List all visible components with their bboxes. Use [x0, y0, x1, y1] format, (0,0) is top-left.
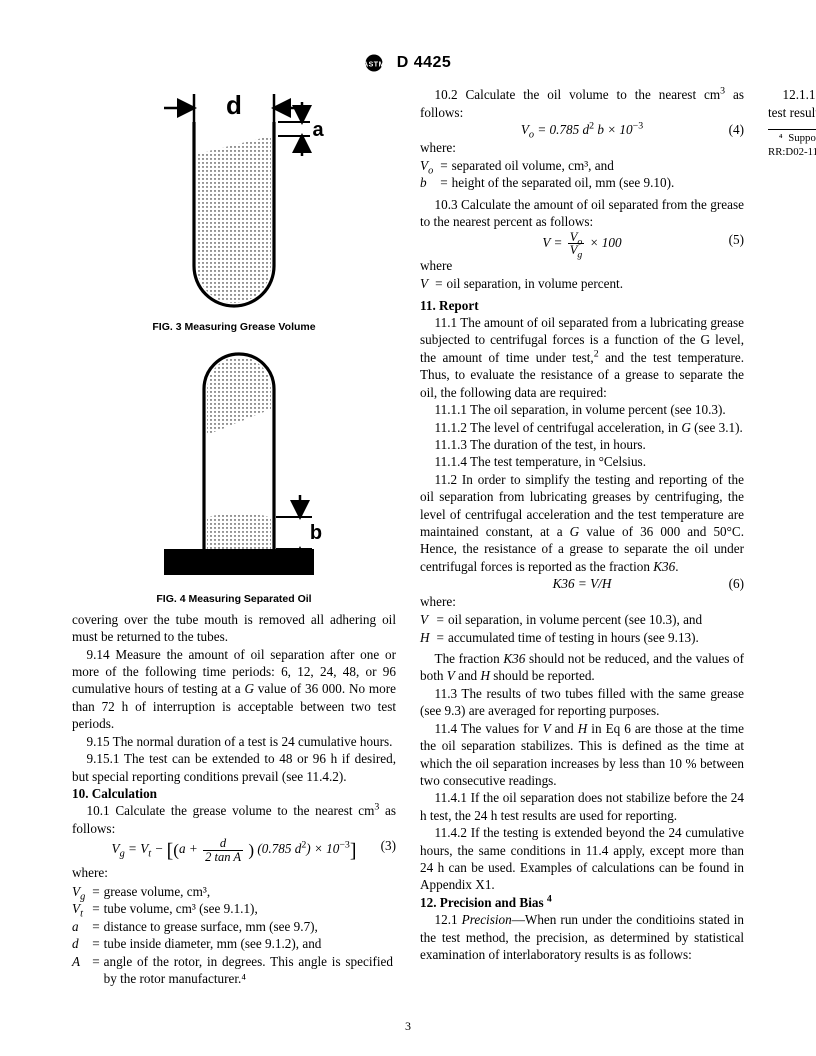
defs-11: V=oil separation, in volume percent (see…	[420, 611, 705, 646]
s11-1-2: 11.1.2 The level of centrifugal accelera…	[420, 419, 744, 436]
equation-5: V = VoVg × 100 (5)	[420, 231, 744, 257]
page-number: 3	[0, 1019, 816, 1034]
s11-1: 11.1 The amount of oil separated from a …	[420, 314, 744, 401]
s11-1-1: 11.1.1 The oil separation, in volume per…	[420, 401, 744, 418]
figure-4: b FIG. 4 Measuring Separated Oil	[72, 339, 396, 607]
figure-3-svg: d a	[134, 86, 334, 316]
defs-10-3: V=oil separation, in volume percent.	[420, 275, 626, 292]
s11-1-3: 11.1.3 The duration of the test, in hour…	[420, 436, 744, 453]
footnote-rule	[768, 129, 816, 130]
where-10-2: where:	[420, 139, 744, 156]
s11-3: 11.3 The results of two tubes filled wit…	[420, 685, 744, 720]
where-11: where:	[420, 593, 744, 610]
s12-head: 12. Precision and Bias 4	[420, 894, 744, 911]
s9-cont: covering over the tube mouth is removed …	[72, 611, 396, 646]
s10-2: 10.2 Calculate the oil volume to the nea…	[420, 86, 744, 121]
s11-4-2: 11.4.2 If the testing is extended beyond…	[420, 824, 744, 894]
astm-logo-icon: ASTM	[365, 54, 393, 72]
s11-2b: The fraction K36 should not be reduced, …	[420, 650, 744, 685]
where-10-1: where:	[72, 864, 396, 881]
fig3-caption: FIG. 3 Measuring Grease Volume	[72, 321, 396, 335]
s10-1: 10.1 Calculate the grease volume to the …	[72, 802, 396, 837]
figure-3: d a FIG. 3 Measuring Grease Volume	[72, 86, 396, 334]
svg-text:ASTM: ASTM	[365, 62, 385, 69]
s11-2: 11.2 In order to simplify the testing an…	[420, 471, 744, 576]
s11-4: 11.4 The values for V and H in Eq 6 are …	[420, 720, 744, 790]
fig4-label-b: b	[310, 522, 322, 544]
s10-3: 10.3 Calculate the amount of oil separat…	[420, 196, 744, 231]
fig3-label-a: a	[312, 119, 324, 141]
body-columns: d a FIG. 3 Measuring Grease Volume	[72, 86, 744, 996]
figure-4-svg: b	[134, 339, 334, 589]
footnote-4: ⁴ Supporting data are available from AST…	[768, 132, 816, 159]
s11-head: 11. Report	[420, 297, 744, 314]
fig4-caption: FIG. 4 Measuring Separated Oil	[72, 593, 396, 607]
s11-1-4: 11.1.4 The test temperature, in °Celsius…	[420, 453, 744, 470]
fig3-label-d: d	[226, 90, 242, 120]
s9-15-1: 9.15.1 The test can be extended to 48 or…	[72, 750, 396, 785]
equation-3: Vg = Vt − [(a + d2 tan A ) (0.785 d2) × …	[72, 837, 396, 864]
s11-4-1: 11.4.1 If the oil separation does not st…	[420, 789, 744, 824]
s12-1: 12.1 Precision—When run under the condit…	[420, 911, 744, 963]
s9-14: 9.14 Measure the amount of oil separatio…	[72, 646, 396, 733]
equation-6: K36 = V/H (6)	[420, 575, 744, 592]
footnote-block: ⁴ Supporting data are available from AST…	[768, 129, 816, 159]
s10-head: 10. Calculation	[72, 785, 396, 802]
doc-header: ASTM D 4425	[72, 54, 744, 72]
s12-1-1: 12.1.1 Repeatability—The difference betw…	[768, 86, 816, 121]
doc-id: D 4425	[397, 54, 452, 71]
equation-4: Vo = 0.785 d2 b × 10−3 (4)	[420, 121, 744, 138]
defs-10-2: Vo=separated oil volume, cm³, and b=heig…	[420, 157, 677, 192]
defs-10-1: Vg=grease volume, cm³, Vt=tube volume, c…	[72, 883, 396, 988]
page: ASTM D 4425	[0, 0, 816, 1056]
s9-15: 9.15 The normal duration of a test is 24…	[72, 733, 396, 750]
